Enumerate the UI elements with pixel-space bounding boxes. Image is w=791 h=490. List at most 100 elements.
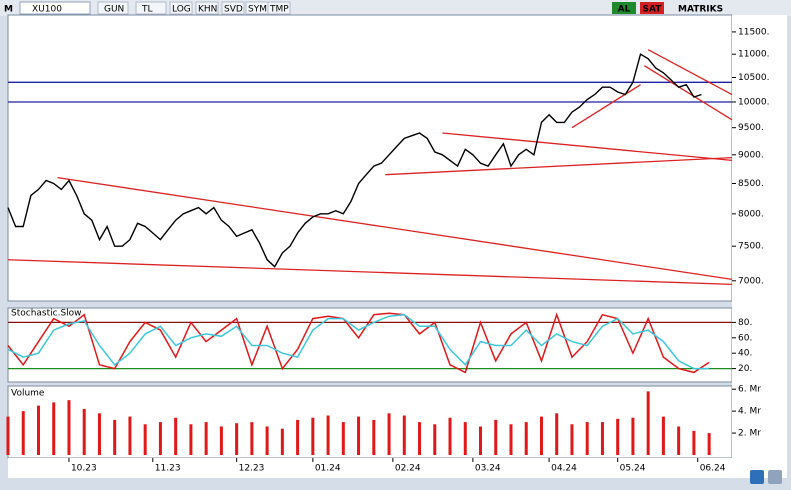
volume-bar bbox=[52, 402, 56, 455]
volume-bar bbox=[509, 424, 513, 455]
trendline bbox=[57, 176, 733, 280]
panel-title: Volume bbox=[11, 389, 45, 399]
volume-bar bbox=[707, 433, 711, 455]
action-button-bg[interactable] bbox=[640, 2, 664, 14]
y-tick-label: 6. Mr bbox=[738, 385, 761, 395]
volume-bar bbox=[174, 417, 178, 455]
toolbar-button-bg[interactable] bbox=[169, 1, 193, 15]
action-button[interactable]: SAT bbox=[643, 5, 663, 15]
x-tick-label: 03.24 bbox=[475, 464, 501, 474]
y-tick-label: 10000. bbox=[738, 97, 770, 107]
toolbar-button-bg[interactable] bbox=[221, 1, 245, 15]
x-tick-label: 01.24 bbox=[315, 464, 341, 474]
x-tick-label: 11.23 bbox=[155, 464, 181, 474]
volume-bar bbox=[524, 422, 528, 455]
y-tick-label: 20. bbox=[738, 364, 752, 374]
settings-icon[interactable] bbox=[768, 470, 782, 484]
y-tick-label: 4. Mr bbox=[738, 407, 761, 417]
toolbar-button-bg[interactable] bbox=[97, 1, 129, 15]
series-line bbox=[7, 312, 710, 374]
volume-bar bbox=[326, 415, 330, 455]
volume-bar bbox=[539, 416, 543, 455]
toolbar-button[interactable]: LOG bbox=[172, 5, 191, 15]
volume-bar bbox=[128, 416, 132, 455]
trendline bbox=[385, 156, 733, 176]
toolbar-button[interactable]: TL bbox=[141, 5, 153, 15]
toolbar-button[interactable]: TMP bbox=[269, 5, 289, 15]
volume-bar bbox=[585, 422, 589, 455]
volume-bar bbox=[357, 416, 361, 455]
series-line bbox=[7, 313, 710, 370]
toolbar-button[interactable]: SVD bbox=[224, 5, 243, 15]
x-tick-label: 05.24 bbox=[620, 464, 646, 474]
sync-icon[interactable] bbox=[750, 470, 764, 484]
volume-bar bbox=[646, 391, 650, 455]
volume-bar bbox=[402, 415, 406, 455]
volume-bar bbox=[143, 424, 147, 455]
volume-bar bbox=[97, 413, 101, 455]
volume-bar bbox=[631, 417, 635, 455]
volume-bar bbox=[433, 424, 437, 455]
volume-bar bbox=[204, 422, 208, 455]
y-tick-label: 2. Mr bbox=[738, 429, 761, 439]
y-tick-label: 11500. bbox=[738, 27, 770, 37]
symbol[interactable]: XU100 bbox=[32, 5, 62, 15]
volume-bar bbox=[494, 419, 498, 455]
volume-bar bbox=[82, 408, 86, 455]
y-tick-label: 80. bbox=[738, 318, 752, 328]
toolbar-button[interactable]: KHN bbox=[198, 5, 217, 15]
volume-bar bbox=[570, 424, 574, 455]
volume-bar bbox=[616, 418, 620, 455]
volume-bar bbox=[280, 428, 284, 455]
volume-bar bbox=[341, 422, 345, 455]
action-button-bg[interactable] bbox=[612, 2, 636, 14]
volume-bar bbox=[235, 423, 239, 455]
action-button[interactable]: AL bbox=[618, 5, 631, 15]
price-panel bbox=[7, 14, 733, 302]
mode-button[interactable]: M bbox=[4, 5, 13, 15]
x-tick-label: 06.24 bbox=[700, 464, 726, 474]
volume-panel bbox=[7, 385, 733, 459]
volume-bar bbox=[692, 430, 696, 455]
y-tick-label: 10500. bbox=[738, 73, 770, 83]
trendline bbox=[647, 49, 733, 96]
toolbar-button[interactable]: SYM bbox=[248, 5, 267, 15]
brand: MATRIKS bbox=[678, 5, 723, 15]
volume-bar bbox=[555, 413, 559, 455]
y-tick-label: 8000. bbox=[738, 209, 764, 219]
x-tick-label: 10.23 bbox=[71, 464, 97, 474]
y-tick-label: 7500. bbox=[738, 242, 764, 252]
y-tick-label: 11000. bbox=[738, 50, 770, 60]
trendline bbox=[644, 65, 733, 121]
toolbar-button-bg[interactable] bbox=[195, 1, 219, 15]
toolbar-button-bg[interactable] bbox=[267, 1, 291, 15]
series-line bbox=[7, 53, 702, 268]
volume-bar bbox=[296, 419, 300, 455]
volume-bar bbox=[250, 422, 254, 455]
y-tick-label: 7000. bbox=[738, 276, 764, 286]
x-tick-label: 12.23 bbox=[239, 464, 265, 474]
trendline bbox=[571, 84, 641, 129]
axis-area bbox=[732, 15, 787, 458]
panel-title: Stochastic.Slow bbox=[11, 309, 82, 319]
volume-bar bbox=[67, 400, 71, 455]
toolbar-button[interactable]: GUN bbox=[104, 5, 124, 15]
y-tick-label: 40. bbox=[738, 349, 752, 359]
volume-bar bbox=[311, 417, 315, 455]
volume-bar bbox=[372, 419, 376, 455]
symbol-box bbox=[19, 1, 91, 15]
trendline bbox=[442, 132, 733, 162]
volume-bar bbox=[219, 426, 223, 455]
volume-bar bbox=[600, 422, 604, 455]
toolbar-button-bg[interactable] bbox=[135, 1, 167, 15]
stochastic-panel bbox=[7, 307, 733, 383]
y-tick-label: 60. bbox=[738, 333, 752, 343]
y-tick-label: 9500. bbox=[738, 123, 764, 133]
volume-bar bbox=[36, 405, 40, 455]
volume-bar bbox=[265, 426, 269, 455]
volume-bar bbox=[21, 411, 25, 455]
volume-bar bbox=[189, 424, 193, 455]
volume-bar bbox=[661, 416, 665, 455]
x-tick-label: 02.24 bbox=[395, 464, 421, 474]
volume-bar bbox=[158, 422, 162, 455]
